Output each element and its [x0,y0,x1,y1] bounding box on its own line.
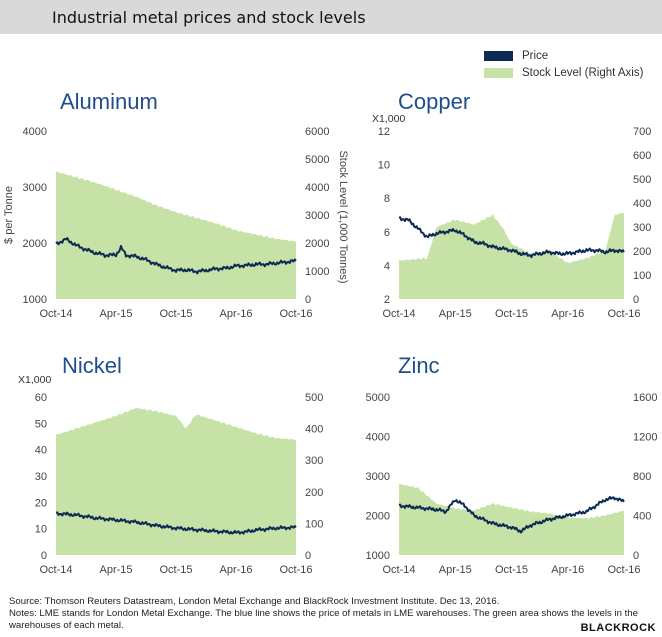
copper-multiplier-label: X1,000 [372,113,405,125]
aluminum-y2tick-label: 1000 [305,266,329,278]
zinc-ytick-label: 3000 [366,471,390,483]
copper-xtick-label: Apr-16 [551,308,584,320]
aluminum-y2tick-label: 2000 [305,238,329,250]
chart-legend: Price Stock Level (Right Axis) [484,47,643,81]
copper-xtick-label: Oct-14 [382,308,415,320]
zinc-ytick-label: 1000 [366,550,390,562]
zinc-y2tick-label: 0 [633,550,639,562]
nickel-ytick-label: 60 [35,392,47,404]
nickel-xtick-label: Oct-15 [159,564,192,576]
nickel-xtick-label: Apr-16 [219,564,252,576]
zinc-ytick-label: 5000 [366,392,390,404]
nickel-stock-area [56,408,296,555]
copper-xtick-label: Apr-15 [439,308,472,320]
copper-y2tick-label: 400 [633,198,651,210]
zinc-ytick-label: 4000 [366,432,390,444]
zinc-y2tick-label: 1600 [633,392,657,404]
copper-ytick-label: 10 [378,160,390,172]
zinc-xtick-label: Apr-16 [551,564,584,576]
copper-y2tick-label: 500 [633,174,651,186]
copper-stock-area [399,212,624,299]
zinc-y2tick-label: 800 [633,471,651,483]
zinc-y2tick-label: 400 [633,511,651,523]
copper-ytick-label: 12 [378,126,390,138]
aluminum-xtick-label: Oct-16 [279,308,312,320]
aluminum-xtick-label: Apr-15 [99,308,132,320]
aluminum-xtick-label: Oct-14 [39,308,72,320]
zinc-y2tick-label: 1200 [633,432,657,444]
zinc-title: Zinc [398,353,440,378]
nickel-price-line [55,511,297,535]
copper-ytick-label: 8 [384,193,390,205]
legend-swatch-stock [484,67,513,78]
header-bar: Industrial metal prices and stock levels [0,0,662,34]
copper-ytick-label: 2 [384,294,390,306]
nickel-ytick-label: 10 [35,524,47,536]
aluminum-ytick-label: 2000 [23,238,47,250]
aluminum-price-line [55,237,297,275]
legend-swatch-price [484,50,513,61]
aluminum-y2tick-label: 3000 [305,210,329,222]
nickel-y2tick-label: 100 [305,518,323,530]
nickel-y2tick-label: 0 [305,550,311,562]
copper-y2tick-label: 0 [633,294,639,306]
copper-price-line [398,216,625,259]
source-note: Source: Thomson Reuters Datastream, Lond… [9,596,500,607]
page-title: Industrial metal prices and stock levels [52,8,366,27]
aluminum-title: Aluminum [60,89,158,114]
nickel-ytick-label: 0 [41,550,47,562]
aluminum-ylabel: $ per Tonne [3,186,15,244]
footer: Source: Thomson Reuters Datastream, Lond… [9,596,659,632]
copper-y2tick-label: 700 [633,126,651,138]
nickel-xtick-label: Oct-14 [39,564,72,576]
nickel-multiplier-label: X1,000 [18,374,51,386]
zinc-xtick-label: Oct-14 [382,564,415,576]
nickel-title: Nickel [62,353,122,378]
zinc-xtick-label: Oct-16 [607,564,640,576]
nickel-y2tick-label: 500 [305,392,323,404]
legend-item-price: Price [484,47,643,64]
legend-item-stock: Stock Level (Right Axis) [484,64,643,81]
aluminum-y2tick-label: 4000 [305,182,329,194]
nickel-ytick-label: 20 [35,497,47,509]
copper-y2tick-label: 300 [633,222,651,234]
legend-label-price: Price [522,49,549,62]
aluminum-y2tick-label: 6000 [305,126,329,138]
aluminum-ytick-label: 1000 [23,294,47,306]
aluminum-y2label: Stock Level (1,000 Tonnes) [337,150,349,283]
zinc-price-line [398,495,625,534]
nickel-y2tick-label: 400 [305,424,323,436]
nickel-xtick-label: Oct-16 [279,564,312,576]
zinc-stock-area [399,483,624,555]
copper-title: Copper [398,89,470,114]
aluminum-xtick-label: Apr-16 [219,308,252,320]
copper-xtick-label: Oct-15 [495,308,528,320]
zinc-ytick-label: 2000 [366,511,390,523]
nickel-ytick-label: 30 [35,471,47,483]
aluminum-stock-area [56,171,296,299]
copper-xtick-label: Oct-16 [607,308,640,320]
zinc-xtick-label: Apr-15 [439,564,472,576]
copper-ytick-label: 4 [384,260,390,272]
copper-y2tick-label: 100 [633,270,651,282]
legend-label-stock: Stock Level (Right Axis) [522,66,644,79]
nickel-y2tick-label: 300 [305,455,323,467]
nickel-y2tick-label: 200 [305,487,323,499]
copper-y2tick-label: 200 [633,246,651,258]
nickel-xtick-label: Apr-15 [99,564,132,576]
aluminum-ytick-label: 4000 [23,126,47,138]
aluminum-y2tick-label: 5000 [305,154,329,166]
aluminum-ytick-label: 3000 [23,182,47,194]
zinc-xtick-label: Oct-15 [495,564,528,576]
aluminum-y2tick-label: 0 [305,294,311,306]
nickel-ytick-label: 50 [35,418,47,430]
brand-logo: BLACKROCK [580,622,656,634]
copper-y2tick-label: 600 [633,150,651,162]
notes-text: Notes: LME stands for London Metal Excha… [9,608,638,631]
nickel-ytick-label: 40 [35,445,47,457]
aluminum-xtick-label: Oct-15 [159,308,192,320]
copper-ytick-label: 6 [384,227,390,239]
